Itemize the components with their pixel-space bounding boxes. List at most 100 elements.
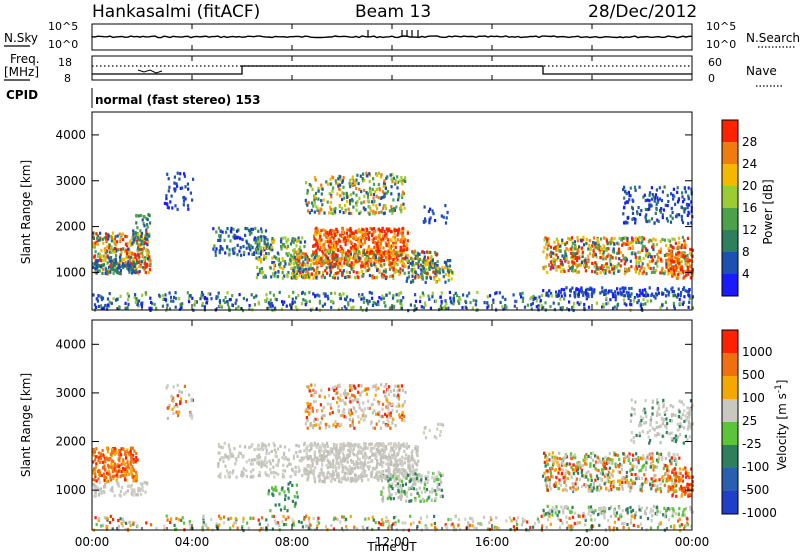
range-cell [331,253,334,257]
range-cell [691,273,694,277]
range-cell [291,239,294,243]
range-cell [587,247,590,251]
range-cell [92,478,95,482]
range-cell [397,196,400,200]
range-cell [301,275,304,280]
range-cell [616,251,619,255]
range-cell [389,274,392,279]
range-cell [260,461,263,466]
range-cell [293,265,296,269]
range-cell [391,172,394,177]
range-cell [627,190,630,194]
colorbar-tick-label: 8 [742,245,750,259]
range-cell [613,305,616,309]
range-cell [361,390,364,394]
range-cell [137,255,140,260]
range-cell [574,243,577,248]
range-cell [262,463,265,467]
range-cell [119,239,122,243]
range-cell [119,253,122,257]
range-cell [132,233,135,237]
range-cell [260,246,263,250]
range-cell [174,204,177,208]
range-cell [370,200,374,204]
range-cell [300,456,303,460]
range-cell [132,489,135,493]
range-cell [288,448,291,452]
range-cell [292,454,295,458]
range-cell [180,390,183,395]
range-cell [446,210,449,215]
range-cell [403,461,406,465]
range-cell [350,211,353,216]
range-cell [109,456,112,460]
range-cell [364,229,367,233]
range-cell [357,182,360,186]
range-cell [375,187,378,191]
range-cell [170,194,173,198]
range-cell [423,251,426,255]
range-cell [571,286,574,290]
range-cell [306,426,309,430]
range-cell [314,466,317,470]
range-cell [326,451,330,455]
range-cell [321,479,324,483]
range-cell [119,269,122,273]
range-cell [334,244,337,248]
range-cell [283,490,286,494]
range-cell [133,270,136,274]
range-cell [337,479,341,483]
range-cell [171,206,174,210]
range-cell [295,483,298,487]
range-cell [362,172,365,176]
range-cell [111,260,114,264]
range-cell [109,478,113,482]
freq-label-line1: Freq. [10,52,40,66]
range-cell [641,248,644,252]
range-cell [547,294,550,298]
range-cell [555,290,558,294]
range-cell [329,270,332,274]
range-cell [252,468,255,472]
range-cell [677,245,680,249]
range-cell [307,209,310,213]
range-cell [667,199,670,204]
range-cell [165,194,168,198]
range-cell [563,255,567,259]
range-cell [653,294,656,298]
range-cell [391,261,394,265]
range-cell [571,241,574,245]
range-cell [113,452,116,456]
range-cell [352,205,355,209]
range-cell [104,485,107,489]
range-cell [274,297,277,301]
range-cell [262,257,265,261]
range-cell [236,253,239,257]
range-cell [684,245,687,249]
range-cell [299,240,302,244]
range-cell [317,197,320,201]
range-cell [387,462,390,466]
range-cell [403,457,406,461]
range-cell [201,301,204,306]
range-cell [413,252,416,256]
range-cell [632,217,635,221]
range-cell [344,243,347,247]
range-cell [327,260,330,264]
range-cell [361,242,364,246]
range-cell [639,291,642,295]
range-cell [176,184,179,188]
range-cell [312,268,316,272]
range-cell [392,294,395,298]
range-cell [116,465,119,469]
range-cell [324,422,327,426]
range-cell [182,196,185,200]
range-cell [295,261,298,265]
range-cell [630,286,633,290]
range-cell [252,474,255,479]
range-cell [371,211,374,215]
range-cell [335,257,338,261]
range-cell [143,240,146,244]
range-cell [180,306,183,310]
range-cell [286,273,289,277]
